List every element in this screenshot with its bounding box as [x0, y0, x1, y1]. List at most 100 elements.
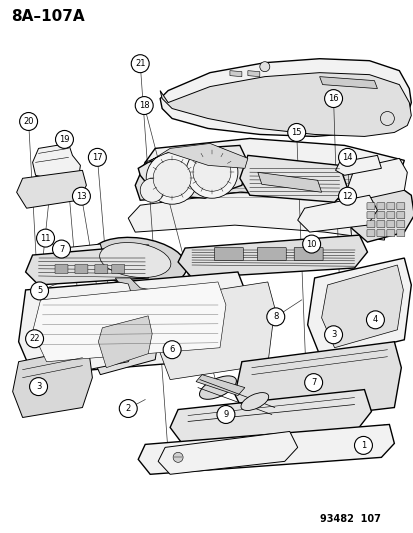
- Polygon shape: [135, 160, 399, 205]
- Circle shape: [302, 235, 320, 253]
- Polygon shape: [88, 308, 160, 375]
- Circle shape: [324, 90, 342, 108]
- Text: 2: 2: [125, 404, 131, 413]
- Circle shape: [26, 330, 43, 348]
- Polygon shape: [158, 282, 274, 379]
- Polygon shape: [170, 390, 370, 447]
- Circle shape: [153, 159, 190, 197]
- Polygon shape: [138, 424, 394, 474]
- Circle shape: [304, 374, 322, 392]
- Ellipse shape: [240, 393, 268, 410]
- FancyBboxPatch shape: [386, 203, 394, 209]
- Polygon shape: [321, 265, 402, 348]
- Polygon shape: [145, 139, 404, 175]
- Circle shape: [146, 152, 197, 204]
- FancyBboxPatch shape: [396, 203, 404, 209]
- Text: 9: 9: [223, 410, 228, 419]
- Circle shape: [354, 437, 372, 454]
- Polygon shape: [307, 258, 411, 360]
- Text: 93482  107: 93482 107: [319, 514, 380, 524]
- Polygon shape: [257, 172, 321, 192]
- Text: 13: 13: [76, 192, 87, 201]
- Text: 4: 4: [372, 316, 377, 324]
- Ellipse shape: [199, 376, 236, 399]
- Circle shape: [185, 147, 237, 198]
- Polygon shape: [145, 143, 247, 168]
- Ellipse shape: [90, 237, 186, 287]
- Circle shape: [338, 187, 356, 205]
- Text: 16: 16: [328, 94, 338, 103]
- Circle shape: [140, 179, 164, 202]
- Polygon shape: [178, 235, 367, 278]
- Circle shape: [266, 308, 284, 326]
- Polygon shape: [347, 158, 406, 200]
- FancyBboxPatch shape: [55, 264, 68, 273]
- Circle shape: [163, 341, 180, 359]
- Polygon shape: [26, 245, 155, 285]
- Circle shape: [88, 148, 106, 166]
- Polygon shape: [247, 71, 259, 77]
- FancyBboxPatch shape: [95, 264, 107, 273]
- Circle shape: [324, 326, 342, 344]
- Text: 21: 21: [135, 59, 145, 68]
- Text: 20: 20: [23, 117, 34, 126]
- Text: 18: 18: [139, 101, 149, 110]
- Polygon shape: [160, 72, 411, 136]
- Polygon shape: [351, 185, 413, 242]
- Polygon shape: [19, 272, 247, 375]
- Polygon shape: [335, 156, 380, 175]
- Text: 7: 7: [310, 378, 316, 387]
- FancyBboxPatch shape: [366, 230, 374, 237]
- Text: 5: 5: [37, 286, 42, 295]
- Circle shape: [119, 400, 137, 417]
- FancyBboxPatch shape: [75, 264, 88, 273]
- Circle shape: [55, 131, 73, 148]
- Polygon shape: [239, 156, 347, 202]
- Circle shape: [19, 112, 38, 131]
- Polygon shape: [319, 77, 377, 88]
- Text: 11: 11: [40, 233, 51, 243]
- Polygon shape: [160, 59, 411, 136]
- Polygon shape: [158, 431, 297, 474]
- Text: 3: 3: [36, 382, 41, 391]
- FancyBboxPatch shape: [214, 247, 243, 261]
- Text: 14: 14: [342, 153, 352, 162]
- FancyBboxPatch shape: [386, 212, 394, 219]
- Polygon shape: [98, 316, 152, 368]
- Text: 22: 22: [29, 334, 40, 343]
- Circle shape: [192, 154, 230, 191]
- Polygon shape: [128, 192, 389, 240]
- Polygon shape: [297, 195, 377, 232]
- Circle shape: [36, 229, 55, 247]
- Polygon shape: [65, 328, 135, 372]
- FancyBboxPatch shape: [257, 247, 285, 261]
- Circle shape: [173, 453, 183, 462]
- FancyBboxPatch shape: [376, 230, 384, 237]
- FancyBboxPatch shape: [376, 203, 384, 209]
- Polygon shape: [196, 375, 244, 395]
- Polygon shape: [33, 143, 80, 182]
- Text: 1: 1: [360, 441, 365, 450]
- Text: 7: 7: [59, 245, 64, 254]
- Text: 15: 15: [291, 128, 301, 137]
- FancyBboxPatch shape: [386, 221, 394, 228]
- Circle shape: [52, 240, 70, 258]
- Circle shape: [135, 96, 153, 115]
- FancyBboxPatch shape: [366, 221, 374, 228]
- Polygon shape: [13, 348, 92, 417]
- FancyBboxPatch shape: [294, 247, 322, 261]
- Circle shape: [287, 124, 305, 141]
- FancyBboxPatch shape: [376, 212, 384, 219]
- FancyBboxPatch shape: [396, 221, 404, 228]
- Polygon shape: [58, 244, 104, 262]
- Text: 6: 6: [169, 345, 174, 354]
- Polygon shape: [138, 146, 247, 198]
- Circle shape: [131, 55, 149, 72]
- Polygon shape: [229, 71, 241, 77]
- Text: 10: 10: [306, 239, 316, 248]
- Ellipse shape: [100, 243, 171, 278]
- Text: 3: 3: [330, 330, 335, 340]
- Circle shape: [366, 311, 384, 329]
- Circle shape: [72, 187, 90, 205]
- Text: 8A–107A: 8A–107A: [11, 9, 84, 24]
